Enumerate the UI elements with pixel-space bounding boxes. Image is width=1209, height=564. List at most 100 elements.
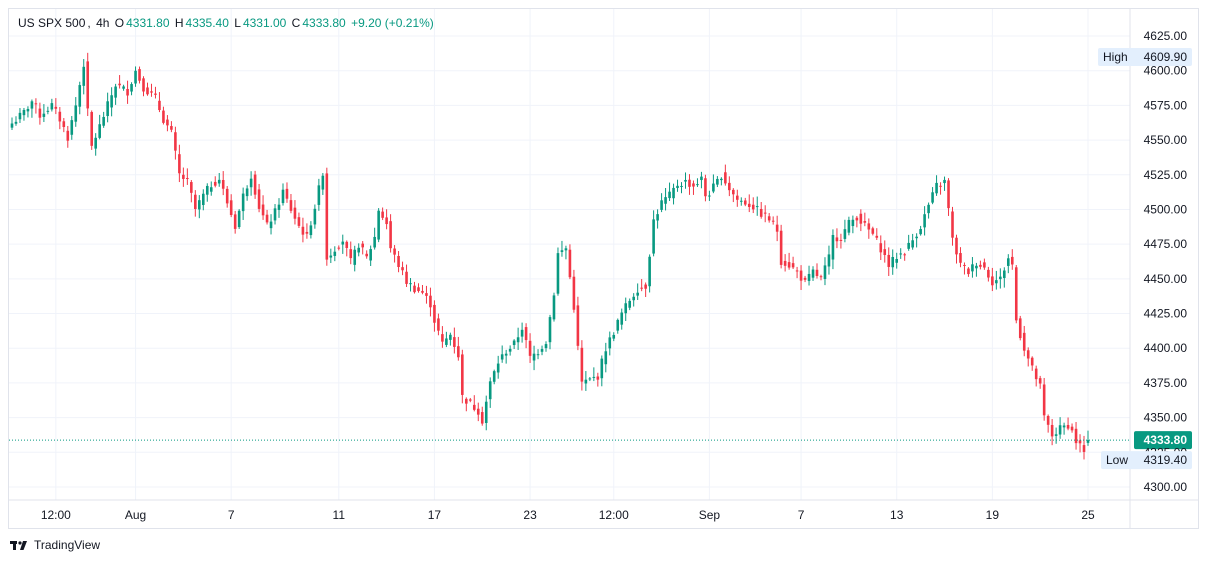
y-tick-label: 4350.00 (1144, 411, 1188, 425)
candle-down (54, 98, 58, 115)
candle-up (130, 82, 133, 96)
candle-up (373, 227, 376, 250)
candle-body (556, 253, 560, 294)
footer-brand[interactable]: TradingView (10, 538, 100, 552)
candle-down (732, 188, 735, 203)
candle-up (943, 176, 946, 191)
candle-body (277, 204, 281, 210)
candle-down (1026, 347, 1030, 367)
y-tick-label: 4550.00 (1144, 133, 1188, 147)
candle-down (959, 247, 962, 268)
candle-down (253, 170, 257, 199)
candle-body (14, 121, 18, 124)
candle-body (851, 219, 855, 227)
candle-body (213, 181, 217, 186)
candle-down (1038, 375, 1042, 389)
candle-body (732, 189, 735, 195)
candle-body (975, 265, 978, 269)
candle-body (162, 110, 165, 123)
candle-down (182, 167, 185, 187)
candle-down (771, 216, 775, 225)
candle-up (488, 377, 492, 408)
candle-body (991, 276, 994, 286)
candle-up (134, 66, 137, 87)
candle-body (696, 184, 699, 186)
candle-up (102, 111, 105, 128)
candle-body (492, 371, 496, 382)
candle-down (692, 180, 695, 195)
candle-down (939, 182, 942, 195)
candle-body (548, 317, 552, 343)
candle-down (472, 395, 476, 412)
candle-body (453, 337, 456, 347)
candle-up (540, 345, 544, 356)
tradingview-logo-icon (10, 541, 27, 550)
candle-body (154, 93, 157, 95)
candle-down (795, 266, 799, 279)
candle-body (528, 340, 532, 356)
candle-body (532, 353, 536, 361)
x-tick-label: 13 (890, 508, 904, 522)
candle-body (504, 353, 508, 356)
candle-body (42, 113, 46, 117)
candle-up (632, 293, 635, 307)
candle-body (98, 124, 101, 138)
candle-body (736, 195, 739, 200)
candle-down (468, 397, 472, 403)
candle-body (895, 258, 899, 263)
candle-down (967, 267, 970, 277)
candle-up (449, 332, 452, 346)
candle-body (265, 214, 269, 223)
candle-down (1042, 377, 1046, 421)
candle-up (114, 83, 117, 105)
candle-body (540, 349, 544, 352)
x-tick-label: 17 (428, 508, 442, 522)
candle-down (170, 121, 173, 133)
candle-body (596, 376, 600, 380)
candle-up (628, 298, 632, 311)
candle-down (576, 296, 580, 351)
candle-body (604, 351, 608, 365)
candle-up (496, 355, 500, 379)
candle-body (807, 273, 811, 281)
candle-body (38, 108, 42, 118)
chart-frame (8, 8, 1199, 529)
candle-up (999, 268, 1002, 289)
candle-body (899, 253, 902, 255)
candle-up (500, 345, 504, 363)
candle-down (461, 349, 464, 404)
candle-body (225, 188, 229, 204)
candle-down (524, 323, 528, 349)
candle-body (775, 224, 779, 232)
candle-down (289, 194, 293, 214)
candle-down (265, 209, 269, 225)
candle-body (305, 231, 309, 234)
candle-body (1046, 415, 1050, 425)
candle-body (947, 180, 950, 209)
candle-body (915, 236, 918, 239)
candle-body (755, 206, 759, 208)
candle-body (987, 269, 990, 278)
candle-body (449, 334, 452, 340)
candle-up (42, 104, 46, 123)
candle-body (34, 103, 38, 105)
candle-up (708, 190, 711, 201)
candle-body (476, 408, 480, 415)
candle-body (1074, 428, 1078, 444)
candle-down (349, 241, 353, 265)
candle-body (217, 179, 221, 184)
candle-body (636, 292, 639, 296)
candle-down (476, 402, 480, 422)
candle-body (249, 178, 253, 188)
candle-body (1014, 267, 1018, 321)
candle-body (253, 174, 257, 195)
candle-body (94, 137, 97, 149)
candle-body (791, 263, 795, 268)
candle-up (851, 215, 855, 234)
x-tick-label: Sep (699, 508, 721, 522)
candle-body (166, 119, 169, 126)
candle-body (118, 83, 121, 86)
candle-body (158, 100, 161, 111)
candle-body (468, 399, 472, 401)
